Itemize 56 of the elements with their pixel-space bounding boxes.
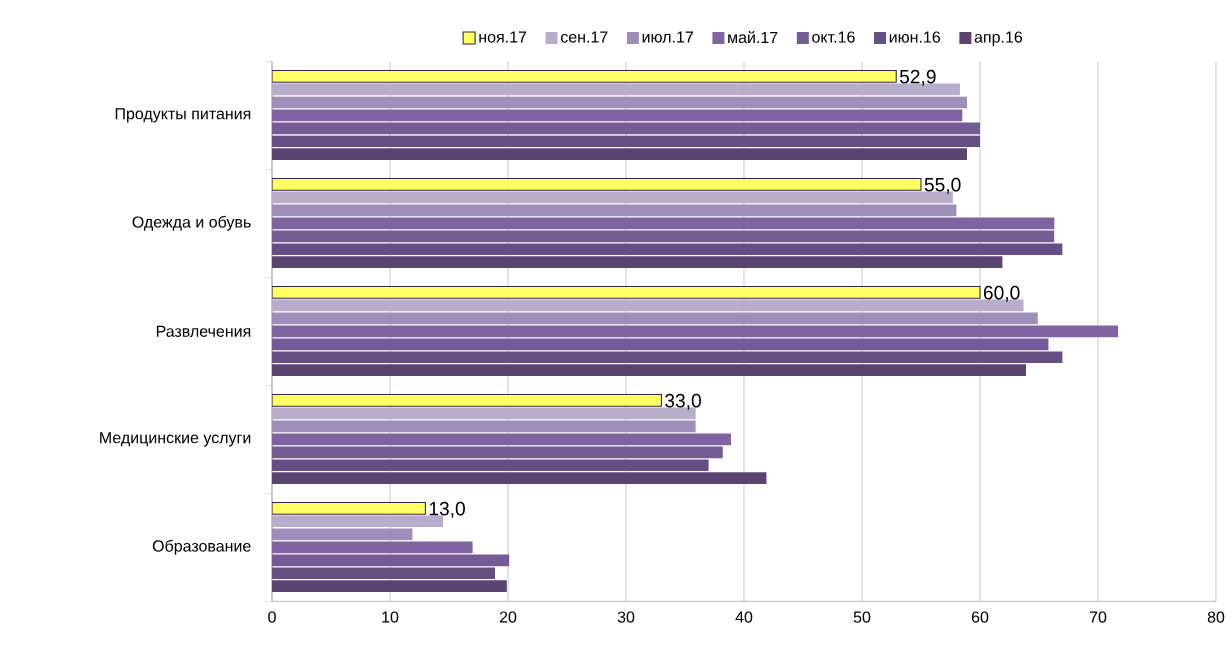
bar <box>272 351 1063 364</box>
x-tick-label: 0 <box>268 611 276 623</box>
legend-label: май.17 <box>728 31 778 44</box>
bar <box>272 312 1038 325</box>
bar <box>272 528 413 541</box>
bar <box>272 178 922 192</box>
y-tick-label: Одежда и обувь <box>132 215 251 232</box>
bar <box>272 446 723 459</box>
bar <box>272 338 1049 351</box>
legend-label: ноя.17 <box>479 31 527 43</box>
x-tick-label: 40 <box>735 611 753 623</box>
bar <box>272 433 732 446</box>
y-tick-label: Медицинские услуги <box>100 432 251 447</box>
bar <box>272 70 897 84</box>
y-tick-label: Развлечения <box>156 325 251 338</box>
bar <box>272 122 980 135</box>
x-tick-label: 20 <box>499 611 517 623</box>
bar <box>272 567 496 580</box>
bar <box>272 459 709 472</box>
bar <box>272 135 980 148</box>
bar <box>272 217 1055 230</box>
bar <box>272 394 662 408</box>
data-label: 52,9 <box>899 70 936 86</box>
bar <box>272 541 473 554</box>
bar <box>272 502 426 516</box>
legend-label: сен.17 <box>560 31 608 43</box>
data-label: 60,0 <box>983 286 1020 302</box>
bar <box>272 420 696 433</box>
bar <box>272 96 968 109</box>
bar <box>272 364 1027 377</box>
y-tick-label: Образование <box>152 539 251 556</box>
bar <box>272 554 510 567</box>
x-tick-label: 80 <box>1207 611 1225 623</box>
x-tick-label: 10 <box>382 611 399 623</box>
y-tick-label: Продукты питания <box>115 108 251 123</box>
data-label: 55,0 <box>924 178 961 194</box>
bar <box>272 325 1119 338</box>
legend-label: июн.16 <box>889 31 941 43</box>
bar <box>272 148 968 161</box>
x-tick-label: 50 <box>853 611 871 623</box>
bar <box>272 243 1063 256</box>
bar <box>272 580 507 593</box>
legend-label: апр.16 <box>974 31 1023 47</box>
bar <box>272 204 957 217</box>
legend-label: окт.16 <box>812 31 855 43</box>
data-label: 13,0 <box>429 502 465 518</box>
x-tick-label: 60 <box>971 611 989 623</box>
legend-label: июл.17 <box>642 31 693 43</box>
bar <box>272 286 981 300</box>
bar <box>272 109 963 122</box>
data-label: 33,0 <box>665 394 701 410</box>
bar <box>272 472 767 485</box>
x-tick-label: 70 <box>1089 611 1107 623</box>
x-tick-label: 30 <box>617 611 635 623</box>
bar <box>272 230 1055 243</box>
bar <box>272 256 1003 269</box>
